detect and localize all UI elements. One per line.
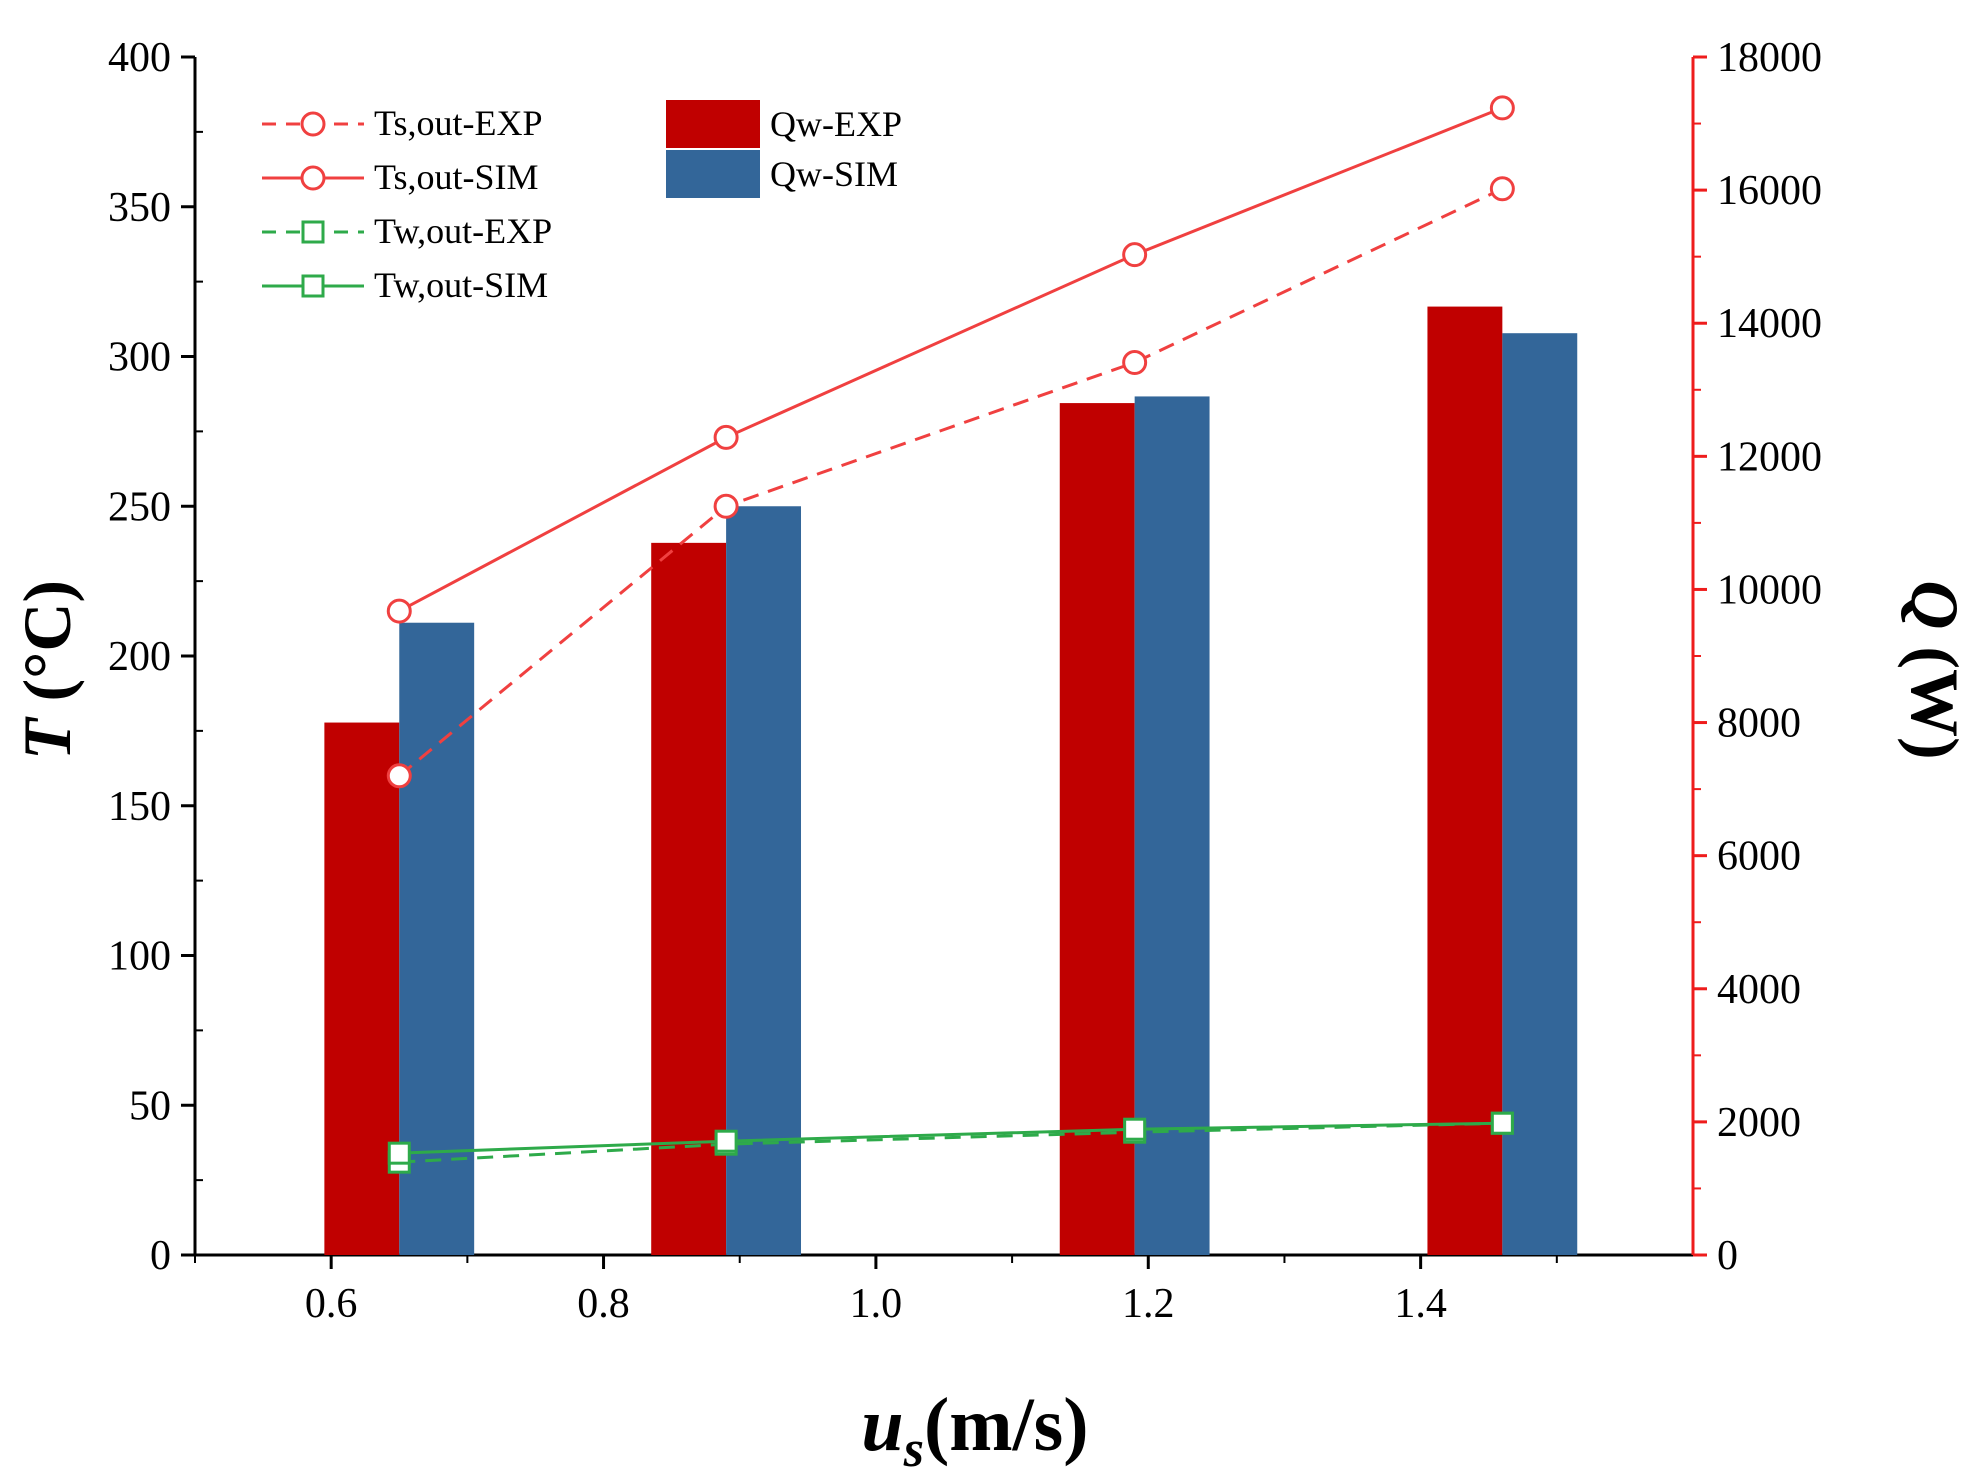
y-right-tick-label: 14000 bbox=[1717, 301, 1822, 347]
y-right-tick-label: 0 bbox=[1717, 1233, 1738, 1279]
line-ts-out-sim bbox=[398, 106, 1503, 613]
legend-label: Ts,out-SIM bbox=[374, 157, 539, 197]
y-left-tick-label: 250 bbox=[108, 484, 171, 530]
legend-entry-tw-out-exp: Tw,out-EXP bbox=[262, 211, 552, 251]
legend-swatch-bar bbox=[666, 100, 760, 148]
y-right-tick-label: 16000 bbox=[1717, 168, 1822, 214]
y-right-tick-label: 10000 bbox=[1717, 567, 1822, 613]
y-axis-right-title-unit: (W) bbox=[1897, 629, 1964, 759]
bar-qw-sim bbox=[726, 506, 802, 1255]
lines-layer bbox=[386, 95, 1515, 1174]
y-right-tick-label: 8000 bbox=[1717, 701, 1801, 747]
bar-qw-sim bbox=[1134, 396, 1210, 1255]
point-tw-out-sim bbox=[387, 1141, 411, 1165]
legend-entry-ts-out-sim: Ts,out-SIM bbox=[262, 157, 539, 197]
y-left-tick-label: 350 bbox=[108, 185, 171, 231]
y-axis-right-title-main: Q bbox=[1897, 580, 1964, 629]
legend-label: Qw-SIM bbox=[770, 154, 898, 194]
point-tw-out-sim bbox=[714, 1129, 738, 1153]
line-ts-out-exp bbox=[398, 187, 1503, 777]
y-left-tick-label: 400 bbox=[108, 35, 171, 81]
legend-entry-ts-out-exp: Ts,out-EXP bbox=[262, 103, 543, 143]
legend-label: Tw,out-SIM bbox=[374, 265, 548, 305]
point-ts-out-exp bbox=[386, 763, 412, 789]
legend-entry-tw-out-sim: Tw,out-SIM bbox=[262, 265, 548, 305]
legend-swatch-marker bbox=[300, 165, 326, 191]
y-axis-right-title: Q (W) bbox=[1897, 580, 1964, 759]
point-ts-out-sim bbox=[1122, 242, 1148, 268]
x-tick-label: 1.4 bbox=[1394, 1281, 1447, 1327]
y-right-tick-label: 6000 bbox=[1717, 834, 1801, 880]
bar-qw-sim bbox=[1502, 333, 1578, 1255]
legend: Ts,out-EXP Ts,out-SIM Tw,out-EXP Tw,out-… bbox=[262, 100, 902, 305]
point-tw-out-sim bbox=[1123, 1117, 1147, 1141]
x-tick-label: 0.6 bbox=[305, 1281, 358, 1327]
x-tick-label: 1.2 bbox=[1122, 1281, 1175, 1327]
point-ts-out-exp bbox=[1122, 349, 1148, 375]
legend-swatch-bar bbox=[666, 150, 760, 198]
y-axis-left-title-unit: (°C) bbox=[9, 580, 85, 719]
ticks-layer: 0.6 0.8 1.0 1.2 1.40501001502002503003504000… bbox=[108, 35, 1822, 1327]
x-axis-title-main: u bbox=[861, 1383, 903, 1467]
y-left-tick-label: 300 bbox=[108, 335, 171, 381]
legend-label: Qw-EXP bbox=[770, 104, 902, 144]
legend-label: Ts,out-EXP bbox=[374, 103, 543, 143]
y-left-tick-label: 0 bbox=[150, 1233, 171, 1279]
line-tw-out-exp bbox=[399, 1121, 1503, 1164]
y-left-tick-label: 50 bbox=[129, 1083, 171, 1129]
point-ts-out-exp bbox=[713, 493, 739, 519]
y-axis-left-title: T (°C) bbox=[9, 580, 85, 760]
bar-qw-exp bbox=[651, 542, 727, 1255]
y-right-tick-label: 2000 bbox=[1717, 1100, 1801, 1146]
y-left-tick-label: 200 bbox=[108, 634, 171, 680]
point-ts-out-sim bbox=[713, 424, 739, 450]
bar-qw-exp bbox=[1427, 306, 1503, 1255]
point-tw-out-sim bbox=[1490, 1111, 1514, 1135]
y-right-tick-label: 18000 bbox=[1717, 35, 1822, 81]
legend-label: Tw,out-EXP bbox=[374, 211, 552, 251]
legend-swatch-marker bbox=[300, 111, 326, 137]
x-axis-title: us(m/s) bbox=[861, 1383, 1088, 1470]
legend-entry-qw-exp: Qw-EXP bbox=[666, 100, 902, 148]
y-right-tick-label: 4000 bbox=[1717, 967, 1801, 1013]
point-ts-out-sim bbox=[1489, 95, 1515, 121]
y-left-tick-label: 100 bbox=[108, 934, 171, 980]
x-axis-title-unit: (m/s) bbox=[924, 1383, 1089, 1467]
y-right-tick-label: 12000 bbox=[1717, 434, 1822, 480]
line-tw-out-sim bbox=[399, 1121, 1503, 1155]
y-axis-left-title-main: T bbox=[9, 716, 85, 760]
legend-swatch-marker bbox=[301, 274, 325, 298]
legend-entry-qw-sim: Qw-SIM bbox=[666, 150, 898, 198]
x-tick-label: 1.0 bbox=[850, 1281, 903, 1327]
legend-swatch-marker bbox=[301, 220, 325, 244]
point-ts-out-exp bbox=[1489, 176, 1515, 202]
bars-layer bbox=[324, 306, 1578, 1256]
y-left-tick-label: 150 bbox=[108, 784, 171, 830]
x-axis-title-sub: s bbox=[903, 1421, 924, 1470]
x-tick-label: 0.8 bbox=[577, 1281, 630, 1327]
point-ts-out-sim bbox=[386, 598, 412, 624]
bar-qw-exp bbox=[1059, 403, 1135, 1256]
bar-qw-exp bbox=[324, 722, 400, 1255]
